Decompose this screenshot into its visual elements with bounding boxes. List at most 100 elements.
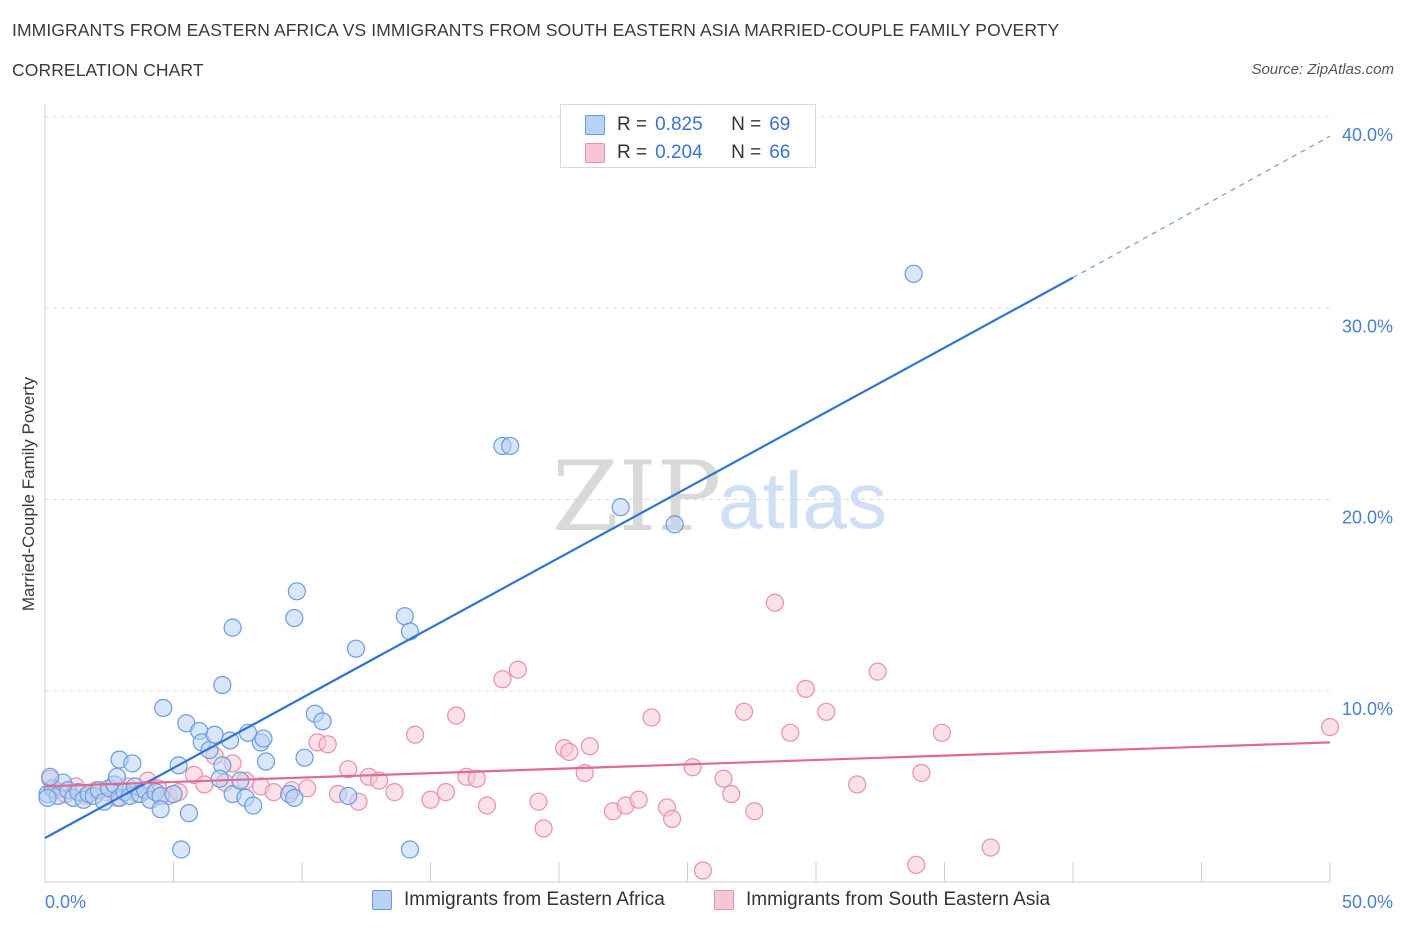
series-legend-label: Immigrants from Eastern Africa [404, 889, 665, 910]
x-tick-label-max: 50.0% [1342, 892, 1393, 912]
point-eastern-africa-30 [154, 698, 173, 718]
point-south-eastern-asia-56 [722, 784, 741, 804]
point-eastern-africa-25 [123, 754, 142, 773]
legend-r-label: R = [617, 142, 648, 163]
legend-swatch-pink [585, 143, 605, 163]
correlation-legend: R = 0.825 N = 69 R = 0.204 N = 66 [560, 104, 816, 168]
legend-r-value: 0.825 [655, 114, 703, 135]
watermark-zip: ZIP [552, 441, 721, 553]
point-south-eastern-asia-39 [493, 670, 512, 689]
legend-row-south-eastern-asia: R = 0.204 N = 66 [585, 141, 790, 165]
point-south-eastern-asia-33 [421, 790, 440, 809]
point-south-eastern-asia-59 [765, 593, 784, 612]
y-tick-label-2: 30.0% [1342, 316, 1393, 336]
point-south-eastern-asia-30 [370, 771, 389, 790]
point-eastern-africa-57 [339, 786, 358, 806]
point-south-eastern-asia-46 [580, 737, 599, 756]
point-eastern-africa-49 [285, 788, 304, 807]
point-south-eastern-asia-35 [447, 706, 466, 725]
point-south-eastern-asia-52 [662, 809, 682, 828]
point-eastern-africa-55 [223, 618, 242, 637]
chart-title-line1: IMMIGRANTS FROM EASTERN AFRICA VS IMMIGR… [12, 20, 1060, 40]
point-eastern-africa-45 [256, 752, 276, 771]
point-eastern-africa-27 [164, 784, 183, 804]
y-axis-label: Married-Couple Family Poverty [19, 376, 38, 611]
point-south-eastern-asia-44 [560, 742, 579, 762]
series-legend-swatch-blue [372, 890, 392, 910]
point-eastern-africa-28 [179, 804, 199, 823]
point-south-eastern-asia-27 [339, 760, 358, 779]
chart-title-line2: CORRELATION CHART [12, 60, 204, 80]
point-south-eastern-asia-37 [467, 769, 486, 788]
point-eastern-africa-66 [904, 264, 923, 283]
point-eastern-africa-52 [313, 712, 332, 731]
legend-r-value: 0.204 [655, 142, 703, 163]
point-south-eastern-asia-41 [529, 792, 548, 811]
trend-lines [44, 135, 1331, 839]
legend-n-value: 66 [769, 142, 791, 163]
point-south-eastern-asia-53 [683, 758, 702, 777]
point-south-eastern-asia-40 [508, 660, 527, 679]
legend-n-label: N = [731, 114, 762, 135]
point-south-eastern-asia-31 [385, 783, 404, 802]
point-eastern-africa-63 [501, 436, 520, 456]
point-south-eastern-asia-62 [817, 702, 836, 721]
legend-n-value: 69 [769, 114, 791, 135]
point-eastern-africa-59 [395, 607, 414, 626]
point-south-eastern-asia-57 [734, 702, 754, 721]
series-legend-label: Immigrants from South Eastern Asia [746, 889, 1051, 910]
point-eastern-africa-60 [400, 622, 420, 641]
point-south-eastern-asia-67 [932, 723, 952, 742]
legend-r-label: R = [617, 114, 648, 135]
x-tick-label-min: 0.0% [45, 892, 86, 912]
point-south-eastern-asia-66 [912, 763, 931, 783]
point-eastern-africa-47 [254, 729, 273, 748]
tick-labels: 10.0% 20.0% 30.0% 40.0% 0.0% 50.0% [45, 125, 1393, 912]
y-tick-label-0: 10.0% [1342, 699, 1393, 719]
point-eastern-africa-61 [400, 840, 420, 859]
point-eastern-africa-67 [41, 767, 60, 786]
series-south-eastern-asia-points [41, 593, 1340, 880]
point-south-eastern-asia-42 [534, 819, 553, 838]
point-south-eastern-asia-54 [693, 861, 713, 880]
point-south-eastern-asia-65 [907, 855, 926, 874]
point-south-eastern-asia-32 [405, 725, 425, 744]
point-south-eastern-asia-23 [298, 779, 317, 798]
point-eastern-africa-50 [295, 748, 314, 767]
point-south-eastern-asia-63 [848, 775, 867, 794]
trend-line-south-eastern-asia [44, 741, 1331, 788]
point-south-eastern-asia-60 [781, 723, 800, 742]
gridlines [45, 116, 1330, 692]
axes [44, 104, 1331, 883]
point-eastern-africa-64 [611, 498, 630, 517]
point-eastern-africa-43 [244, 796, 263, 815]
point-south-eastern-asia-61 [796, 679, 815, 698]
trend-line-eastern-africa-extension [1072, 135, 1331, 279]
point-eastern-africa-36 [205, 725, 224, 744]
source-credit: Source: ZipAtlas.com [1251, 61, 1394, 78]
point-eastern-africa-65 [665, 515, 684, 534]
point-south-eastern-asia-64 [868, 662, 887, 681]
legend-n-label: N = [731, 142, 762, 163]
point-south-eastern-asia-15 [195, 775, 214, 794]
point-eastern-africa-39 [210, 769, 229, 788]
y-tick-label-3: 40.0% [1342, 125, 1393, 145]
point-south-eastern-asia-25 [318, 735, 337, 754]
point-south-eastern-asia-21 [264, 783, 283, 802]
series-legend-eastern-africa: Immigrants from Eastern Africa [372, 889, 665, 911]
point-eastern-africa-68 [38, 788, 57, 807]
series-legend-swatch-pink [714, 890, 734, 910]
point-south-eastern-asia-69 [1320, 717, 1340, 737]
point-south-eastern-asia-55 [714, 769, 733, 788]
series-legend-south-eastern-asia: Immigrants from South Eastern Asia [714, 889, 1050, 911]
series-legend: Immigrants from Eastern Africa Immigrant… [0, 889, 1406, 915]
point-south-eastern-asia-58 [745, 802, 764, 821]
watermark-atlas: atlas [718, 456, 887, 545]
point-eastern-africa-56 [213, 675, 232, 695]
watermark: ZIP atlas [552, 441, 887, 553]
point-eastern-africa-54 [287, 582, 306, 601]
point-eastern-africa-58 [346, 639, 366, 658]
legend-row-eastern-africa: R = 0.825 N = 69 [585, 113, 790, 137]
point-eastern-africa-26 [151, 800, 170, 819]
